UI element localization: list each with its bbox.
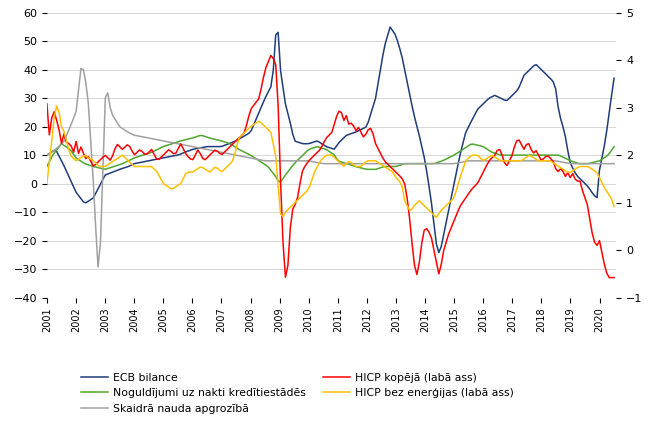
Skaidrā nauda apgrozībā <box>94 264 102 269</box>
Noguldījumi uz nakti kredītiestādēs <box>211 137 219 142</box>
HICP bez enerģijas (labā ass) <box>82 153 90 159</box>
HICP bez enerģijas (labā ass) <box>211 164 219 170</box>
Line: HICP bez enerģijas (labā ass): HICP bez enerģijas (labā ass) <box>47 106 614 218</box>
HICP bez enerģijas (labā ass) <box>610 204 618 209</box>
HICP bez enerģijas (labā ass) <box>43 181 51 186</box>
Noguldījumi uz nakti kredītiestādēs <box>277 180 285 185</box>
HICP bez enerģijas (labā ass) <box>432 215 440 220</box>
Skaidrā nauda apgrozībā <box>77 66 85 71</box>
ECB bilance <box>208 144 216 149</box>
Noguldījumi uz nakti kredītiestādēs <box>411 161 419 166</box>
ECB bilance <box>408 103 416 108</box>
HICP kopējā (labā ass) <box>257 86 265 91</box>
Skaidrā nauda apgrozībā <box>411 161 419 166</box>
HICP kopējā (labā ass) <box>267 53 275 58</box>
ECB bilance <box>610 76 618 81</box>
Noguldījumi uz nakti kredītiestādēs <box>259 161 267 166</box>
HICP kopējā (labā ass) <box>79 150 87 156</box>
Noguldījumi uz nakti kredītiestādēs <box>610 144 618 149</box>
Skaidrā nauda apgrozībā <box>82 80 90 85</box>
Noguldījumi uz nakti kredītiestādēs <box>588 160 596 165</box>
Line: Noguldījumi uz nakti kredītiestādēs: Noguldījumi uz nakti kredītiestādēs <box>47 136 614 182</box>
Noguldījumi uz nakti kredītiestādēs <box>196 133 204 138</box>
Legend: ECB bilance, Noguldījumi uz nakti kredītiestādēs, Skaidrā nauda apgrozībā, HICP : ECB bilance, Noguldījumi uz nakti kredīt… <box>76 368 519 418</box>
ECB bilance <box>386 25 394 30</box>
HICP bez enerģijas (labā ass) <box>259 123 267 128</box>
ECB bilance <box>435 250 443 255</box>
Skaidrā nauda apgrozībā <box>584 161 592 166</box>
HICP kopējā (labā ass) <box>408 241 416 246</box>
HICP kopējā (labā ass) <box>586 216 594 221</box>
HICP bez enerģijas (labā ass) <box>588 167 596 172</box>
ECB bilance <box>43 153 51 158</box>
Noguldījumi uz nakti kredītiestādēs <box>79 160 87 165</box>
HICP kopējā (labā ass) <box>208 150 216 155</box>
HICP bez enerģijas (labā ass) <box>408 207 416 212</box>
Skaidrā nauda apgrozībā <box>43 153 51 158</box>
ECB bilance <box>588 190 596 195</box>
ECB bilance <box>79 199 87 204</box>
Skaidrā nauda apgrozībā <box>588 161 596 166</box>
Noguldījumi uz nakti kredītiestādēs <box>43 164 51 169</box>
Skaidrā nauda apgrozībā <box>610 161 618 166</box>
Line: ECB bilance: ECB bilance <box>47 27 614 252</box>
ECB bilance <box>584 183 592 188</box>
Skaidrā nauda apgrozībā <box>262 158 270 163</box>
Line: Skaidrā nauda apgrozībā: Skaidrā nauda apgrozībā <box>47 68 614 267</box>
Noguldījumi uz nakti kredītiestādēs <box>584 161 592 166</box>
HICP bez enerģijas (labā ass) <box>53 103 61 108</box>
HICP kopējā (labā ass) <box>605 275 613 280</box>
HICP kopējā (labā ass) <box>581 195 589 200</box>
HICP bez enerģijas (labā ass) <box>584 164 592 169</box>
Line: HICP kopējā (labā ass): HICP kopējā (labā ass) <box>47 56 614 278</box>
HICP kopējā (labā ass) <box>610 275 618 280</box>
Skaidrā nauda apgrozībā <box>213 149 221 154</box>
ECB bilance <box>257 105 265 110</box>
HICP kopējā (labā ass) <box>43 101 51 106</box>
